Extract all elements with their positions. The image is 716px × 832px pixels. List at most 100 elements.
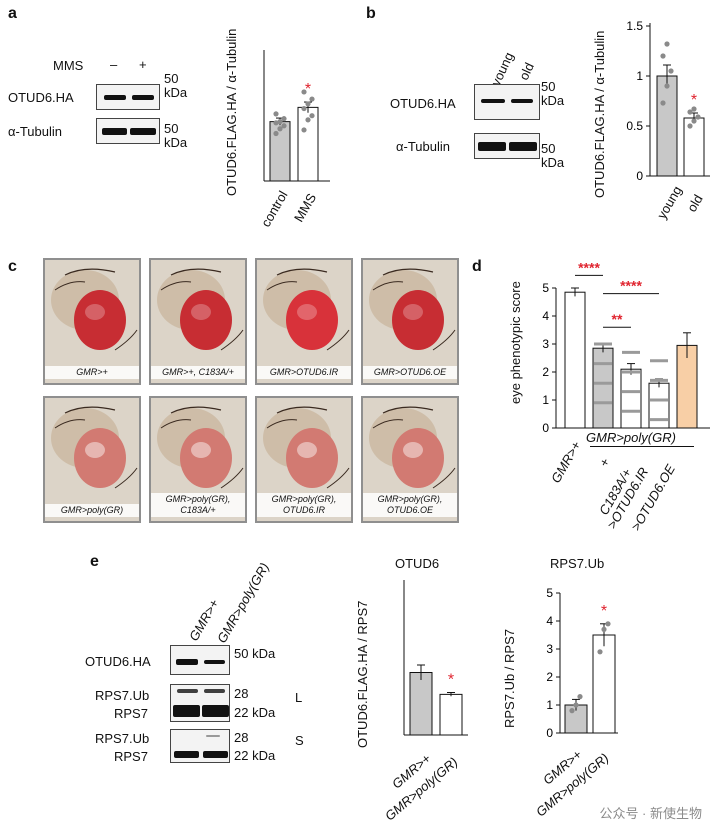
y-tick-label: 1 (546, 698, 553, 712)
data-point (273, 111, 279, 117)
y-tick-label: 2 (542, 365, 549, 379)
marker-a-2: 50 kDa (164, 121, 188, 150)
fly-eye-photo: GMR>OTUD6.IR (255, 258, 353, 385)
photo-caption: GMR>+ (45, 366, 139, 379)
data-point (301, 89, 307, 95)
data-point (687, 109, 693, 115)
bar-3 (648, 382, 670, 429)
significance-star: * (448, 672, 454, 689)
chart-b: 0 0.5 1 1.5 * (626, 19, 710, 183)
data-point (664, 41, 670, 47)
marker-b-2: 50 kDa (541, 141, 565, 170)
photo-caption: GMR>OTUD6.IR (257, 366, 351, 379)
data-point (668, 68, 674, 74)
y-tick-label: 1 (636, 69, 643, 83)
significance-star: * (601, 603, 607, 620)
photo-caption: GMR>+, C183A/+ (151, 366, 245, 379)
data-point (660, 53, 666, 59)
data-point (660, 100, 666, 106)
bar-0 (656, 75, 678, 177)
data-point (277, 126, 283, 132)
blot-b-otud6 (474, 84, 540, 120)
data-point (605, 621, 611, 627)
photo-caption: GMR>poly(GR) (45, 504, 139, 517)
fly-eye-photo: GMR>OTUD6.OE (361, 258, 459, 385)
blot-e-row-1: OTUD6.HA (85, 654, 151, 669)
chart-e2-title: RPS7.Ub (550, 556, 605, 571)
data-point (664, 83, 670, 89)
marker-b-1: 50 kDa (541, 79, 565, 108)
data-point (309, 113, 315, 119)
fly-eye-illustration (45, 398, 139, 521)
blot-a-tubulin (96, 118, 160, 144)
blot-e-rps7-long (170, 684, 230, 722)
blot-b-tubulin (474, 133, 540, 159)
fly-eye-illustration (363, 260, 457, 383)
y-tick-label: 3 (546, 642, 553, 656)
chart-a-ylabel: OTUD6.FLAG.HA / α-Tubulin (224, 28, 239, 196)
panel-d-letter: d (472, 258, 482, 275)
fly-eye-illustration (151, 260, 245, 383)
marker-e-2: 28 (234, 686, 249, 701)
photo-caption: GMR>poly(GR), C183A/+ (151, 493, 245, 517)
data-point (301, 105, 307, 112)
fly-eye-photo: GMR>poly(GR), OTUD6.OE (361, 396, 459, 523)
marker-e-4: 28 (234, 730, 249, 745)
marker-e-5: 22 kDa (234, 748, 276, 763)
blot-b-row-2: α-Tubulin (396, 139, 450, 154)
blot-e-otud6 (170, 645, 230, 675)
chart-e1-title: OTUD6 (395, 556, 440, 571)
y-tick-label: 4 (546, 614, 553, 628)
fly-eye-photo: GMR>poly(GR), C183A/+ (149, 396, 247, 523)
data-point (305, 101, 311, 107)
chart-b-ylabel: OTUD6.FLAG.HA / α-Tubulin (592, 30, 607, 198)
blot-a-row-2: α-Tubulin (8, 124, 62, 139)
y-tick-label: 0.5 (626, 119, 643, 133)
chart-a: * (263, 50, 330, 182)
marker-e-3: 22 kDa (234, 705, 276, 720)
panel-e-letter: e (90, 553, 99, 570)
chart-b-xtick-1: young (654, 183, 685, 222)
photo-caption: GMR>poly(GR), OTUD6.IR (257, 493, 351, 517)
blot-e-row-2: RPS7.Ub (95, 688, 150, 703)
chart-e1-ylabel: OTUD6.FLAG.HA / RPS7 (355, 600, 370, 748)
exposure-long: L (295, 690, 303, 705)
photo-caption: GMR>poly(GR), OTUD6.OE (363, 493, 457, 517)
blot-e-row-4: RPS7.Ub (95, 731, 150, 746)
y-tick-label: 1 (542, 393, 549, 407)
data-point (597, 649, 603, 655)
mms-label: MMS (53, 58, 84, 73)
lane-gmr-polygr: GMR>poly(GR) (214, 560, 272, 646)
blot-a-otud6 (96, 84, 160, 110)
bar-1 (439, 693, 463, 736)
data-point (273, 130, 279, 137)
blot-e-row-3: RPS7 (114, 706, 148, 721)
data-point (573, 702, 579, 708)
chart-d-ylabel: eye phenotypic score (508, 281, 523, 404)
blot-a-row-1: OTUD6.HA (8, 90, 74, 105)
bar-1 (592, 347, 614, 429)
data-point (569, 708, 575, 714)
photo-caption: GMR>OTUD6.OE (363, 366, 457, 379)
blot-e-rps7-short (170, 729, 230, 763)
chart-d-xtick-1: GMR>+ (548, 438, 584, 486)
y-tick-label: 1.5 (626, 19, 643, 33)
y-tick-label: 0 (542, 421, 549, 435)
bar-0 (564, 291, 586, 429)
data-point (687, 123, 693, 129)
bar-2 (620, 368, 642, 429)
fly-eye-photo: GMR>+, C183A/+ (149, 258, 247, 385)
fly-eye-photo: GMR>poly(GR) (43, 396, 141, 523)
bar-1 (592, 634, 616, 734)
y-tick-label: 4 (542, 309, 549, 323)
data-point (309, 96, 315, 102)
fly-eye-illustration (45, 260, 139, 383)
chart-e1: * (403, 580, 468, 736)
y-tick-label: 5 (542, 281, 549, 295)
panel-c-letter: c (8, 258, 17, 275)
chart-e2: 0 1 2 3 4 5 * (546, 586, 618, 740)
panel-b-letter: b (366, 5, 376, 22)
lane-old: old (516, 60, 537, 83)
marker-a-1: 50 kDa (164, 71, 188, 100)
